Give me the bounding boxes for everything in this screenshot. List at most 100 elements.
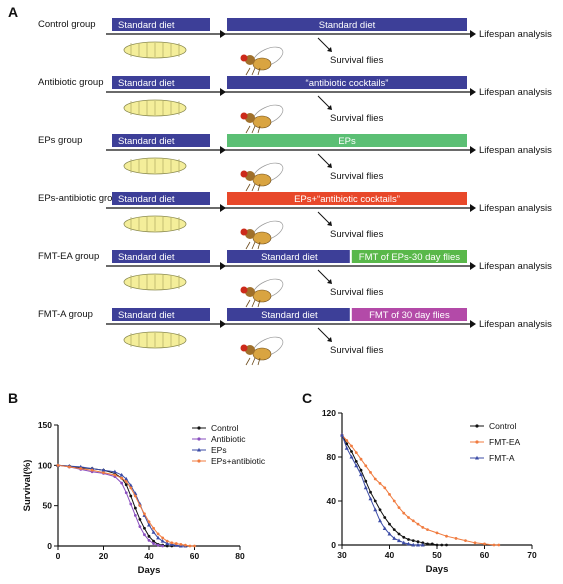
arrow-head: [220, 146, 226, 154]
fly-thorax: [245, 171, 255, 181]
post-treatment-bar: [227, 76, 467, 89]
arrow-head: [220, 204, 226, 212]
y-tick-label: 0: [331, 540, 336, 550]
data-point: [160, 538, 165, 543]
data-point: [156, 542, 160, 546]
data-point: [416, 540, 420, 544]
data-point: [90, 468, 94, 472]
data-point: [492, 543, 496, 547]
data-point: [193, 544, 196, 548]
data-point: [124, 476, 129, 481]
arrow-head: [220, 262, 226, 270]
data-point: [143, 512, 146, 516]
data-point: [354, 460, 358, 463]
data-point: [79, 466, 83, 470]
data-point: [378, 518, 382, 523]
data-point: [392, 536, 397, 540]
fly-thorax: [245, 55, 255, 65]
data-point: [147, 538, 151, 542]
data-point: [165, 539, 169, 543]
data-point: [143, 533, 146, 537]
legend-marker: [475, 440, 479, 444]
fly-leg: [251, 67, 256, 76]
survival-arrow-head: [327, 279, 332, 284]
data-point: [133, 491, 138, 496]
data-point: [350, 450, 353, 453]
data-point: [120, 476, 124, 480]
data-point: [147, 534, 151, 538]
data-point: [411, 519, 415, 523]
data-point: [401, 540, 406, 545]
survival-label: Survival flies: [330, 287, 384, 298]
x-tick-label: 60: [480, 550, 490, 560]
pre-treatment-bar: [112, 76, 210, 89]
data-point: [411, 539, 415, 542]
y-tick-label: 40: [327, 496, 337, 506]
data-point: [90, 466, 95, 471]
pre-treatment-bar: [112, 134, 210, 147]
series-line: [57, 464, 195, 547]
data-point: [124, 491, 128, 495]
panel-letter-b: B: [8, 390, 19, 406]
fly-eye: [240, 228, 248, 236]
timeline-arrow-head: [470, 88, 476, 96]
fly-abdomen: [252, 173, 272, 187]
data-point: [137, 501, 142, 506]
fly-eye: [240, 54, 248, 62]
survival-arrow: [317, 37, 331, 51]
data-point: [170, 541, 174, 545]
larva-icon: [123, 157, 187, 175]
y-tick-label: 100: [38, 460, 52, 470]
data-point: [397, 506, 401, 509]
data-point: [138, 517, 142, 521]
data-point: [174, 542, 179, 547]
x-tick-label: 80: [235, 551, 245, 561]
data-point: [56, 463, 60, 467]
series-line: [57, 464, 186, 547]
fly-abdomen: [252, 289, 272, 303]
data-point: [165, 541, 170, 546]
pre-treatment-label: Standard diet: [118, 136, 175, 147]
data-point: [129, 494, 133, 498]
legend-label: Control: [211, 423, 239, 433]
fly-eye: [240, 344, 248, 352]
post-treatment-label: Standard diet: [261, 252, 318, 263]
y-tick-label: 0: [47, 541, 52, 551]
data-point: [179, 542, 183, 546]
data-point: [354, 463, 359, 468]
fly-leg: [245, 67, 251, 76]
data-point: [67, 465, 71, 469]
fly-thorax: [245, 113, 255, 123]
data-point: [416, 542, 420, 547]
fly-icon: [240, 46, 284, 76]
post-treatment-bar: [227, 308, 350, 321]
data-point: [373, 477, 377, 481]
data-point: [178, 543, 183, 548]
fly-icon: [240, 220, 284, 250]
data-point: [454, 537, 458, 540]
data-point: [161, 544, 165, 548]
fly-leg: [257, 183, 261, 192]
pre-treatment-bar: [112, 308, 210, 321]
series-fmt-ea: [340, 433, 501, 547]
diagram-row: EPs group Standard diet EPs Lifespan analys…: [38, 134, 552, 192]
diagram-row: Antibiotic group Standard diet “antibiotic…: [38, 76, 552, 134]
data-point: [402, 535, 406, 539]
data-point: [79, 467, 83, 471]
data-point: [445, 543, 448, 547]
survival-arrow-head: [327, 163, 332, 168]
outcome-label: Lifespan analysis: [479, 319, 552, 330]
legend-label: Control: [489, 421, 517, 431]
data-point: [368, 496, 373, 501]
data-point: [340, 432, 344, 437]
arrow-head: [220, 30, 226, 38]
data-point: [387, 531, 392, 536]
post-treatment-bar: [227, 192, 467, 205]
fly-leg: [245, 357, 251, 366]
data-point: [183, 543, 188, 548]
data-point: [128, 483, 133, 487]
larva-icon: [123, 215, 187, 233]
x-tick-label: 40: [144, 551, 154, 561]
data-point: [440, 543, 444, 547]
